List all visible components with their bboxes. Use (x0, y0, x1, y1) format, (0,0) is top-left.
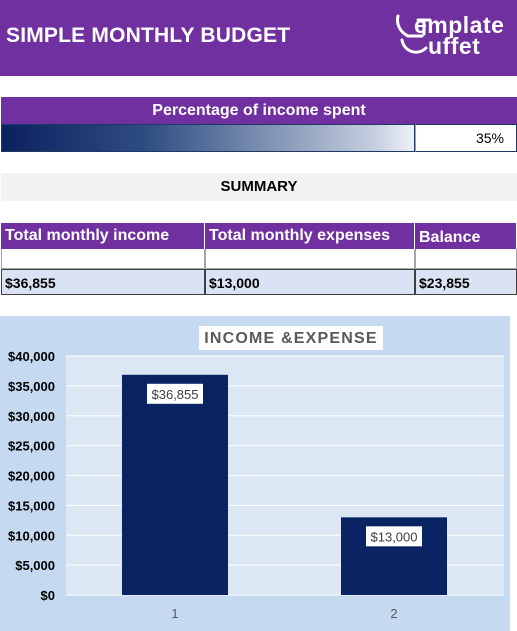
y-tick-label: $35,000 (8, 379, 55, 394)
data-label-box (366, 526, 422, 547)
page-title: SIMPLE MONTHLY BUDGET (6, 24, 291, 47)
column-header-income: Total monthly income (1, 223, 205, 249)
data-label-box (147, 383, 203, 404)
y-tick-label: $10,000 (8, 528, 55, 543)
blank-cell[interactable] (415, 249, 517, 269)
x-tick-label: 2 (390, 606, 397, 621)
logo-mark-icon (396, 14, 432, 54)
bar-1[interactable] (122, 374, 228, 595)
y-tick-label: $0 (41, 588, 55, 603)
data-label: $36,855 (152, 387, 199, 402)
logo-line-1: emplate (414, 12, 505, 38)
data-label: $13,000 (371, 529, 418, 544)
income-value-cell[interactable]: $36,855 (1, 269, 205, 295)
summary-heading: SUMMARY (1, 173, 517, 201)
blank-cell[interactable] (205, 249, 415, 269)
y-tick-label: $20,000 (8, 469, 55, 484)
x-tick-label: 1 (171, 606, 178, 621)
spent-percent-cell[interactable]: 35% (415, 124, 517, 152)
spent-heading: Percentage of income spent (1, 97, 517, 124)
logo-line-2: uffet (428, 33, 481, 59)
expenses-value-cell[interactable]: $13,000 (205, 269, 415, 295)
y-tick-label: $40,000 (8, 349, 55, 364)
chart-title: INCOME &EXPENSE (204, 330, 378, 347)
y-tick-label: $25,000 (8, 439, 55, 454)
template-buffet-logo: emplate uffet (392, 10, 510, 62)
balance-value-cell[interactable]: $23,855 (415, 269, 517, 295)
spent-progress-fill (2, 125, 414, 151)
y-tick-label: $30,000 (8, 409, 55, 424)
header-bar (0, 0, 517, 76)
column-header-expenses: Total monthly expenses (205, 223, 415, 249)
y-tick-label: $5,000 (15, 558, 55, 573)
blank-cell[interactable] (1, 249, 205, 269)
spent-progress-bar (1, 124, 415, 152)
column-header-balance: Balance (415, 223, 517, 249)
chart-title-box (199, 326, 383, 350)
income-expense-chart: $0 $5,000 $10,000 $15,000 $20,000 $25,000 $30,… (8, 326, 504, 621)
y-tick-label: $15,000 (8, 498, 55, 513)
